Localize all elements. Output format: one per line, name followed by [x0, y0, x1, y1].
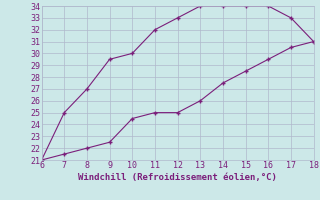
X-axis label: Windchill (Refroidissement éolien,°C): Windchill (Refroidissement éolien,°C)	[78, 173, 277, 182]
